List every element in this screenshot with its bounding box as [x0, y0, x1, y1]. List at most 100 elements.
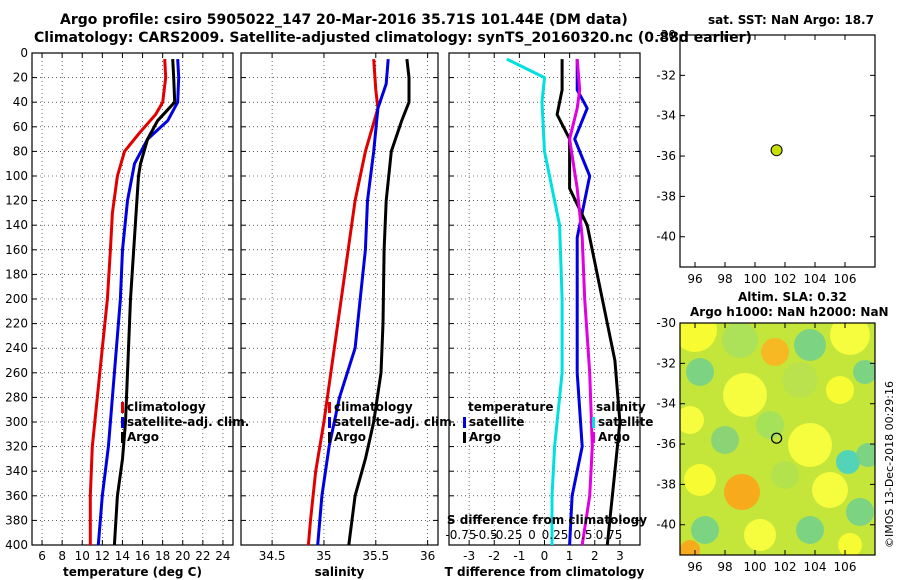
sla-blob-12	[756, 411, 784, 439]
legend-label-1: satellite-adj. clim.	[334, 415, 456, 429]
legend-t-argo-swatch	[463, 432, 466, 443]
sla-map: 96 98 100 102 104 106 -30 -32 -34 -36 -38 -40	[656, 316, 876, 574]
legend-s-satellite-swatch	[592, 417, 595, 428]
sla-blob-9	[853, 360, 875, 384]
sla-blob-25	[680, 540, 700, 555]
sla-blob-23	[796, 516, 824, 544]
legend-label-2: Argo	[334, 430, 366, 444]
map-y-tick-label-5: -40	[656, 518, 676, 532]
x-tick-label-2: 35.5	[362, 549, 389, 563]
sla-blob-15	[856, 443, 875, 467]
map-x-tick-label-0: 96	[687, 560, 702, 574]
series-line-climatology	[306, 58, 380, 546]
map-y-tick-label-3: -36	[656, 437, 676, 451]
y-tick-label-4: 80	[13, 144, 28, 158]
legend-s-satellite-label: satellite	[598, 415, 653, 429]
y-tick-label-5: 100	[5, 169, 28, 183]
x-tick-label-2: -1	[513, 549, 525, 563]
profile-location-marker	[770, 144, 783, 157]
s-tick-label-4: 0.25	[542, 528, 569, 542]
map-x-tick-label-3: 102	[774, 272, 797, 286]
map-y-tick-label-2: -34	[656, 109, 676, 123]
s-tick-label-1: -0.5	[474, 528, 497, 542]
map-y-tick-label-5: -40	[656, 230, 676, 244]
x-tick-label-2: 10	[75, 549, 90, 563]
y-tick-label-12: 240	[5, 341, 28, 355]
legend-label-1: satellite-adj. clim.	[127, 415, 249, 429]
sla-blob-5	[686, 358, 714, 386]
y-tick-label-1: 20	[13, 71, 28, 85]
s-tick-label-0: -0.75	[445, 528, 476, 542]
figure-title-line1: Argo profile: csiro 5905022_147 20-Mar-2…	[60, 12, 628, 28]
legend-swatch-1	[328, 417, 331, 428]
sla-blob-24	[838, 533, 862, 555]
series-line-argo	[112, 59, 177, 546]
legend-t-argo-label: Argo	[469, 430, 501, 444]
map-x-tick-label-1: 98	[717, 560, 732, 574]
sla-blob-11	[711, 426, 739, 454]
x-axis-label: temperature (deg C)	[63, 565, 202, 579]
map-y-tick-label-1: -32	[656, 68, 676, 82]
sla-blob-6	[723, 373, 767, 417]
x-tick-label-6: 3	[616, 549, 624, 563]
sla-blob-18	[771, 461, 799, 489]
map-y-tick-label-2: -34	[656, 397, 676, 411]
series-line-satellite-adj-clim-	[316, 58, 390, 546]
sla-blob-7	[782, 362, 818, 398]
y-tick-label-19: 380	[5, 513, 28, 527]
series-line-s-satellite	[506, 57, 564, 545]
map-y-tick-label-0: -30	[656, 28, 676, 42]
difference-panel: -3 -2 -1 0 1 2 3T difference from climatologyt…	[445, 52, 653, 579]
map-x-tick-label-4: 104	[804, 560, 827, 574]
map-x-tick-label-2: 100	[744, 560, 767, 574]
map-frame	[679, 322, 876, 556]
x-tick-label-3: 36	[420, 549, 435, 563]
sla-blob-14	[836, 450, 860, 474]
salinity-panel: 34.5 35 35.5 36 salinity climatologysatellite…	[240, 52, 456, 579]
sla-heatmap-field	[680, 323, 875, 555]
x-tick-label-5: 16	[135, 549, 150, 563]
legend-swatch-0	[328, 402, 331, 413]
map-x-tick-label-0: 96	[687, 272, 702, 286]
x-tick-label-6: 18	[155, 549, 170, 563]
map-y-tick-label-4: -38	[656, 189, 676, 203]
x-tick-label-4: 1	[566, 549, 574, 563]
sla-readout: Altim. SLA: 0.32	[738, 290, 847, 304]
sla-blob-19	[812, 472, 848, 508]
figure-title-line2: Climatology: CARS2009. Satellite-adjuste…	[34, 30, 752, 46]
x-tick-label-7: 20	[175, 549, 190, 563]
sla-blob-1	[722, 323, 758, 358]
x-tick-label-8: 22	[195, 549, 210, 563]
map-x-tick-label-4: 104	[804, 272, 827, 286]
y-tick-label-6: 120	[5, 194, 28, 208]
sla-blob-22	[744, 519, 776, 551]
sst-map: 96 98 100 102 104 106 -30 -32 -34 -36 -38 -40	[656, 28, 876, 286]
s-tick-label-5: 0.5	[573, 528, 592, 542]
sla-blob-20	[846, 498, 874, 526]
map-x-tick-label-1: 98	[717, 272, 732, 286]
sla-blob-21	[691, 516, 719, 544]
sla-blob-2	[761, 338, 789, 366]
series-line-t-argo	[555, 59, 622, 546]
y-tick-label-2: 40	[13, 95, 28, 109]
y-tick-label-11: 220	[5, 317, 28, 331]
x-axis-label-secondary: S difference from climatology	[447, 513, 647, 527]
series-line-argo	[347, 58, 411, 546]
map-y-tick-label-3: -36	[656, 149, 676, 163]
legend-swatch-2	[121, 432, 124, 443]
sla-blob-3	[794, 329, 826, 361]
x-tick-label-3: 12	[95, 549, 110, 563]
y-tick-label-9: 180	[5, 267, 28, 281]
x-tick-label-9: 24	[215, 549, 230, 563]
series-line-climatology	[88, 59, 168, 545]
sla-blob-8	[826, 376, 854, 404]
map-x-tick-label-2: 100	[744, 272, 767, 286]
h-readout: Argo h1000: NaN h2000: NaN	[690, 305, 889, 319]
map-x-tick-label-5: 106	[834, 560, 857, 574]
map-y-tick-label-1: -32	[656, 356, 676, 370]
x-tick-label-0: 34.5	[259, 549, 286, 563]
sla-blob-10	[680, 406, 704, 434]
series-line-t-satellite	[568, 59, 592, 546]
imos-stamp: ©IMOS 13-Dec-2018 00:29:16	[883, 381, 896, 548]
x-tick-label-1: 8	[58, 549, 66, 563]
